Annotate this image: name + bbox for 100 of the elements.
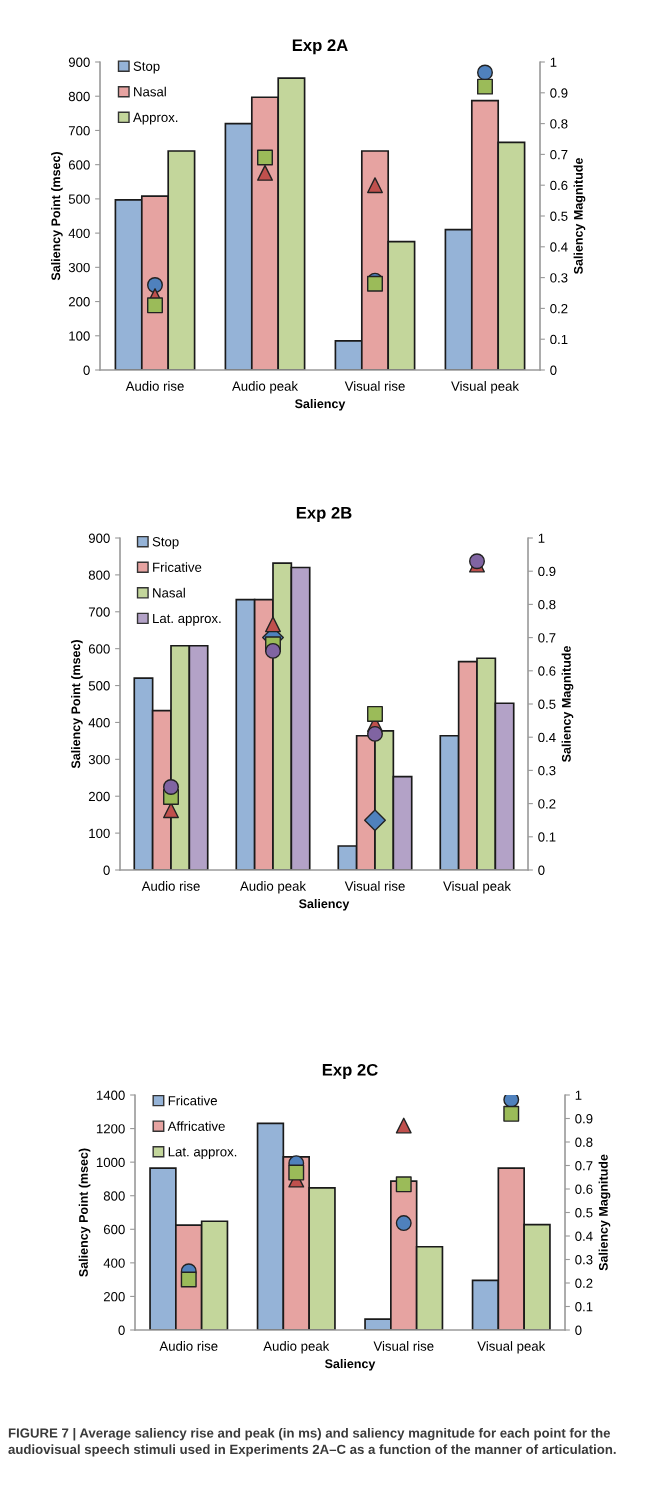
y2-tick-label: 0.9 [550, 88, 568, 98]
y-tick-label: 1000 [96, 1157, 125, 1168]
point [477, 64, 493, 81]
y-tick-label: 0 [118, 1325, 125, 1335]
y2-tick-label: 1 [575, 1090, 582, 1100]
y2-tick-label: 0.6 [575, 1184, 593, 1194]
x-tick-label: Visual peak [443, 881, 512, 894]
point [367, 177, 383, 194]
x-axis-title: Saliency [295, 398, 346, 411]
y2-tick-label: 0 [550, 365, 557, 375]
y2-tick-label: 0.7 [550, 149, 568, 160]
point [477, 78, 493, 95]
y-tick-label: 1200 [96, 1124, 125, 1134]
legend-label: Nasal [134, 86, 166, 97]
point [367, 705, 383, 722]
y-tick-label: 300 [68, 262, 90, 273]
y2-tick-label: 0.7 [538, 633, 556, 643]
x-tick-label: Audio rise [141, 881, 200, 891]
legend-label: Fricative [168, 1095, 217, 1106]
y-tick-label: 100 [89, 828, 110, 839]
y-tick-label: 900 [68, 57, 90, 67]
y2-tick-label: 0.2 [575, 1278, 593, 1288]
y2-tick-label: 0.1 [575, 1302, 593, 1312]
y-axis-title: Saliency Point (msec) [51, 152, 63, 281]
y2-tick-label: 0.3 [538, 765, 556, 776]
y-tick-label: 800 [103, 1191, 125, 1201]
point [265, 616, 281, 633]
y-tick-label: 800 [68, 91, 90, 102]
y2-tick-label: 0.8 [550, 119, 568, 129]
y-tick-label: 600 [88, 644, 110, 654]
y-tick-label: 100 [69, 331, 90, 341]
y2-tick-label: 0.1 [550, 334, 568, 345]
point [395, 1117, 412, 1134]
point [364, 809, 386, 832]
point [147, 277, 163, 293]
legend-label: Nasal [153, 587, 185, 598]
y2-tick-label: 0.9 [575, 1114, 593, 1124]
point [395, 1176, 412, 1193]
y-tick-label: 400 [103, 1258, 125, 1268]
x-tick-label: Visual peak [451, 381, 520, 394]
y-tick-label: 900 [88, 533, 110, 543]
y-tick-label: 200 [88, 791, 110, 802]
x-axis-title: Saliency [325, 1358, 376, 1371]
x-tick-label: Visual rise [344, 881, 405, 891]
y-tick-label: 500 [88, 681, 110, 691]
y2-tick-label: 0.5 [550, 211, 568, 221]
chart-title: Exp 2A [292, 39, 348, 55]
point [395, 1215, 412, 1232]
legend-label: Approx. [133, 112, 178, 125]
x-tick-label: Visual rise [373, 1341, 434, 1351]
y2-axis-title: Saliency Magnitude [573, 158, 586, 274]
point [257, 164, 273, 181]
y-axis-title: Saliency Point (msec) [78, 1148, 91, 1277]
y2-tick-label: 0.9 [538, 566, 556, 577]
y2-axis-title: Saliency Magnitude [561, 646, 574, 762]
y-tick-label: 300 [88, 754, 110, 765]
y-tick-label: 0 [103, 865, 110, 875]
y2-tick-label: 1 [550, 57, 557, 67]
y2-tick-label: 0.8 [538, 599, 556, 610]
y-tick-label: 600 [68, 160, 90, 170]
y2-tick-label: 1 [538, 533, 545, 543]
y-tick-label: 200 [103, 1292, 125, 1302]
point [288, 1164, 305, 1181]
x-axis-title: Saliency [299, 898, 350, 911]
point [367, 725, 383, 742]
y-tick-label: 200 [68, 297, 90, 307]
point [163, 779, 179, 795]
point [147, 297, 163, 314]
point [265, 642, 281, 659]
y-tick-label: 600 [103, 1224, 125, 1235]
chart-title: Exp 2B [296, 506, 352, 523]
legend-label: Stop [152, 537, 179, 550]
legend-label: Fricative [153, 562, 202, 572]
y2-tick-label: 0.7 [575, 1161, 593, 1171]
point [503, 1095, 520, 1108]
y2-tick-label: 0.5 [575, 1208, 593, 1218]
y-tick-label: 700 [68, 126, 90, 136]
point [257, 149, 273, 166]
legend-label: Lat. approx. [153, 613, 221, 626]
caption: FIGURE 7 | Average saliency rise and peak (in ms) and saliency magnitude for each point for the audiovisual speech stimuli used in Experiments 2A–C as a function of the manner of articulation. [8, 1428, 616, 1457]
chart-title: Exp 2C [322, 1063, 378, 1080]
legend-label: Lat. approx. [168, 1147, 237, 1160]
x-tick-label: Audio rise [159, 1341, 218, 1351]
y-axis-title: Saliency Point (msec) [71, 640, 83, 769]
y2-tick-label: 0 [538, 865, 545, 875]
y2-tick-label: 0.8 [575, 1137, 593, 1147]
x-tick-label: Audio rise [125, 381, 184, 391]
y2-tick-label: 0.3 [575, 1255, 593, 1265]
y-tick-label: 400 [88, 718, 110, 728]
x-tick-label: Audio peak [240, 881, 307, 894]
y2-tick-label: 0.2 [538, 799, 556, 809]
y2-tick-label: 0.5 [538, 699, 556, 709]
y-tick-label: 0 [83, 365, 90, 375]
legend-label: Affricative [167, 1121, 225, 1131]
y2-tick-label: 0.1 [538, 832, 556, 842]
y-tick-label: 500 [68, 194, 90, 204]
x-tick-label: Visual peak [477, 1341, 546, 1354]
y2-tick-label: 0.3 [550, 273, 568, 283]
legend-label: Stop [133, 61, 160, 74]
y2-tick-label: 0.6 [550, 180, 568, 191]
